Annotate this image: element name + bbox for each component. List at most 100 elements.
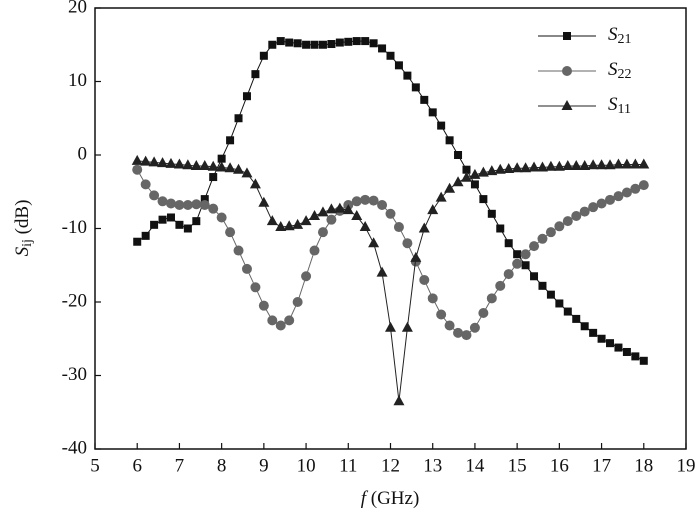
- x-tick-label: 5: [90, 455, 100, 476]
- marker: [462, 165, 471, 174]
- marker: [182, 199, 193, 210]
- marker: [436, 309, 447, 320]
- marker: [563, 307, 572, 316]
- marker: [233, 245, 244, 256]
- y-tick-label: 10: [68, 70, 87, 91]
- marker: [553, 160, 565, 171]
- marker: [292, 297, 303, 307]
- x-tick-label: 11: [339, 455, 357, 476]
- marker: [234, 114, 243, 123]
- marker: [419, 274, 430, 285]
- marker: [251, 70, 260, 79]
- marker: [612, 158, 624, 169]
- marker: [503, 269, 514, 280]
- marker: [621, 158, 633, 169]
- marker: [513, 250, 522, 259]
- marker: [437, 121, 446, 130]
- marker: [258, 196, 270, 207]
- marker: [444, 182, 456, 193]
- marker: [157, 157, 169, 168]
- marker: [334, 202, 346, 213]
- marker: [342, 204, 354, 215]
- marker: [639, 356, 648, 365]
- marker: [562, 216, 573, 227]
- marker: [276, 37, 285, 46]
- marker: [596, 198, 607, 209]
- x-tick-label: 14: [465, 455, 485, 476]
- y-tick-label: -30: [62, 364, 87, 385]
- marker: [597, 334, 606, 343]
- marker: [511, 162, 523, 173]
- marker: [325, 203, 337, 214]
- marker: [537, 233, 548, 244]
- marker: [580, 322, 589, 331]
- y-tick-label: -20: [62, 290, 87, 311]
- marker: [250, 282, 261, 293]
- x-axis-label: f (GHz): [361, 488, 420, 509]
- marker: [326, 214, 337, 225]
- marker: [495, 280, 506, 291]
- marker: [208, 203, 219, 214]
- marker: [191, 199, 202, 210]
- marker: [300, 215, 312, 226]
- marker: [504, 239, 513, 248]
- marker: [182, 159, 194, 170]
- marker: [630, 183, 641, 194]
- marker: [310, 40, 319, 49]
- marker: [521, 261, 530, 270]
- marker: [258, 300, 269, 311]
- marker: [140, 155, 152, 166]
- marker: [512, 258, 523, 269]
- marker: [141, 231, 150, 240]
- marker: [133, 237, 142, 246]
- marker: [469, 168, 481, 179]
- marker: [570, 160, 582, 171]
- marker: [351, 196, 362, 207]
- marker: [520, 249, 531, 260]
- marker: [596, 159, 608, 170]
- legend-label: S11: [608, 94, 631, 117]
- marker: [190, 160, 202, 171]
- marker: [520, 162, 532, 173]
- marker: [453, 327, 464, 338]
- marker: [614, 343, 623, 352]
- marker: [638, 158, 650, 169]
- marker: [199, 160, 211, 171]
- marker: [393, 222, 404, 233]
- marker: [554, 221, 565, 232]
- y-tick-label: 20: [68, 0, 87, 17]
- marker: [292, 218, 304, 229]
- marker: [427, 204, 439, 215]
- marker: [216, 212, 227, 223]
- marker: [259, 51, 268, 60]
- marker: [369, 39, 378, 48]
- marker: [368, 195, 379, 206]
- marker: [275, 320, 286, 331]
- marker: [589, 328, 598, 337]
- marker: [360, 194, 371, 205]
- marker: [199, 199, 210, 210]
- marker: [486, 293, 497, 304]
- x-tick-label: 6: [132, 455, 142, 476]
- marker: [302, 40, 311, 49]
- marker: [275, 221, 287, 232]
- marker: [402, 238, 413, 249]
- marker: [165, 198, 176, 209]
- marker: [386, 51, 395, 60]
- marker: [283, 220, 295, 231]
- marker: [377, 199, 388, 210]
- marker: [140, 179, 151, 190]
- marker: [401, 321, 413, 332]
- marker: [150, 220, 159, 229]
- x-tick-label: 9: [259, 455, 269, 476]
- marker: [165, 157, 177, 168]
- legend-label: S21: [608, 24, 632, 47]
- marker: [249, 178, 261, 189]
- marker: [562, 160, 574, 171]
- marker: [327, 40, 336, 49]
- marker: [393, 395, 405, 406]
- marker: [317, 227, 328, 238]
- marker: [241, 263, 252, 274]
- y-tick-label: -10: [62, 217, 87, 238]
